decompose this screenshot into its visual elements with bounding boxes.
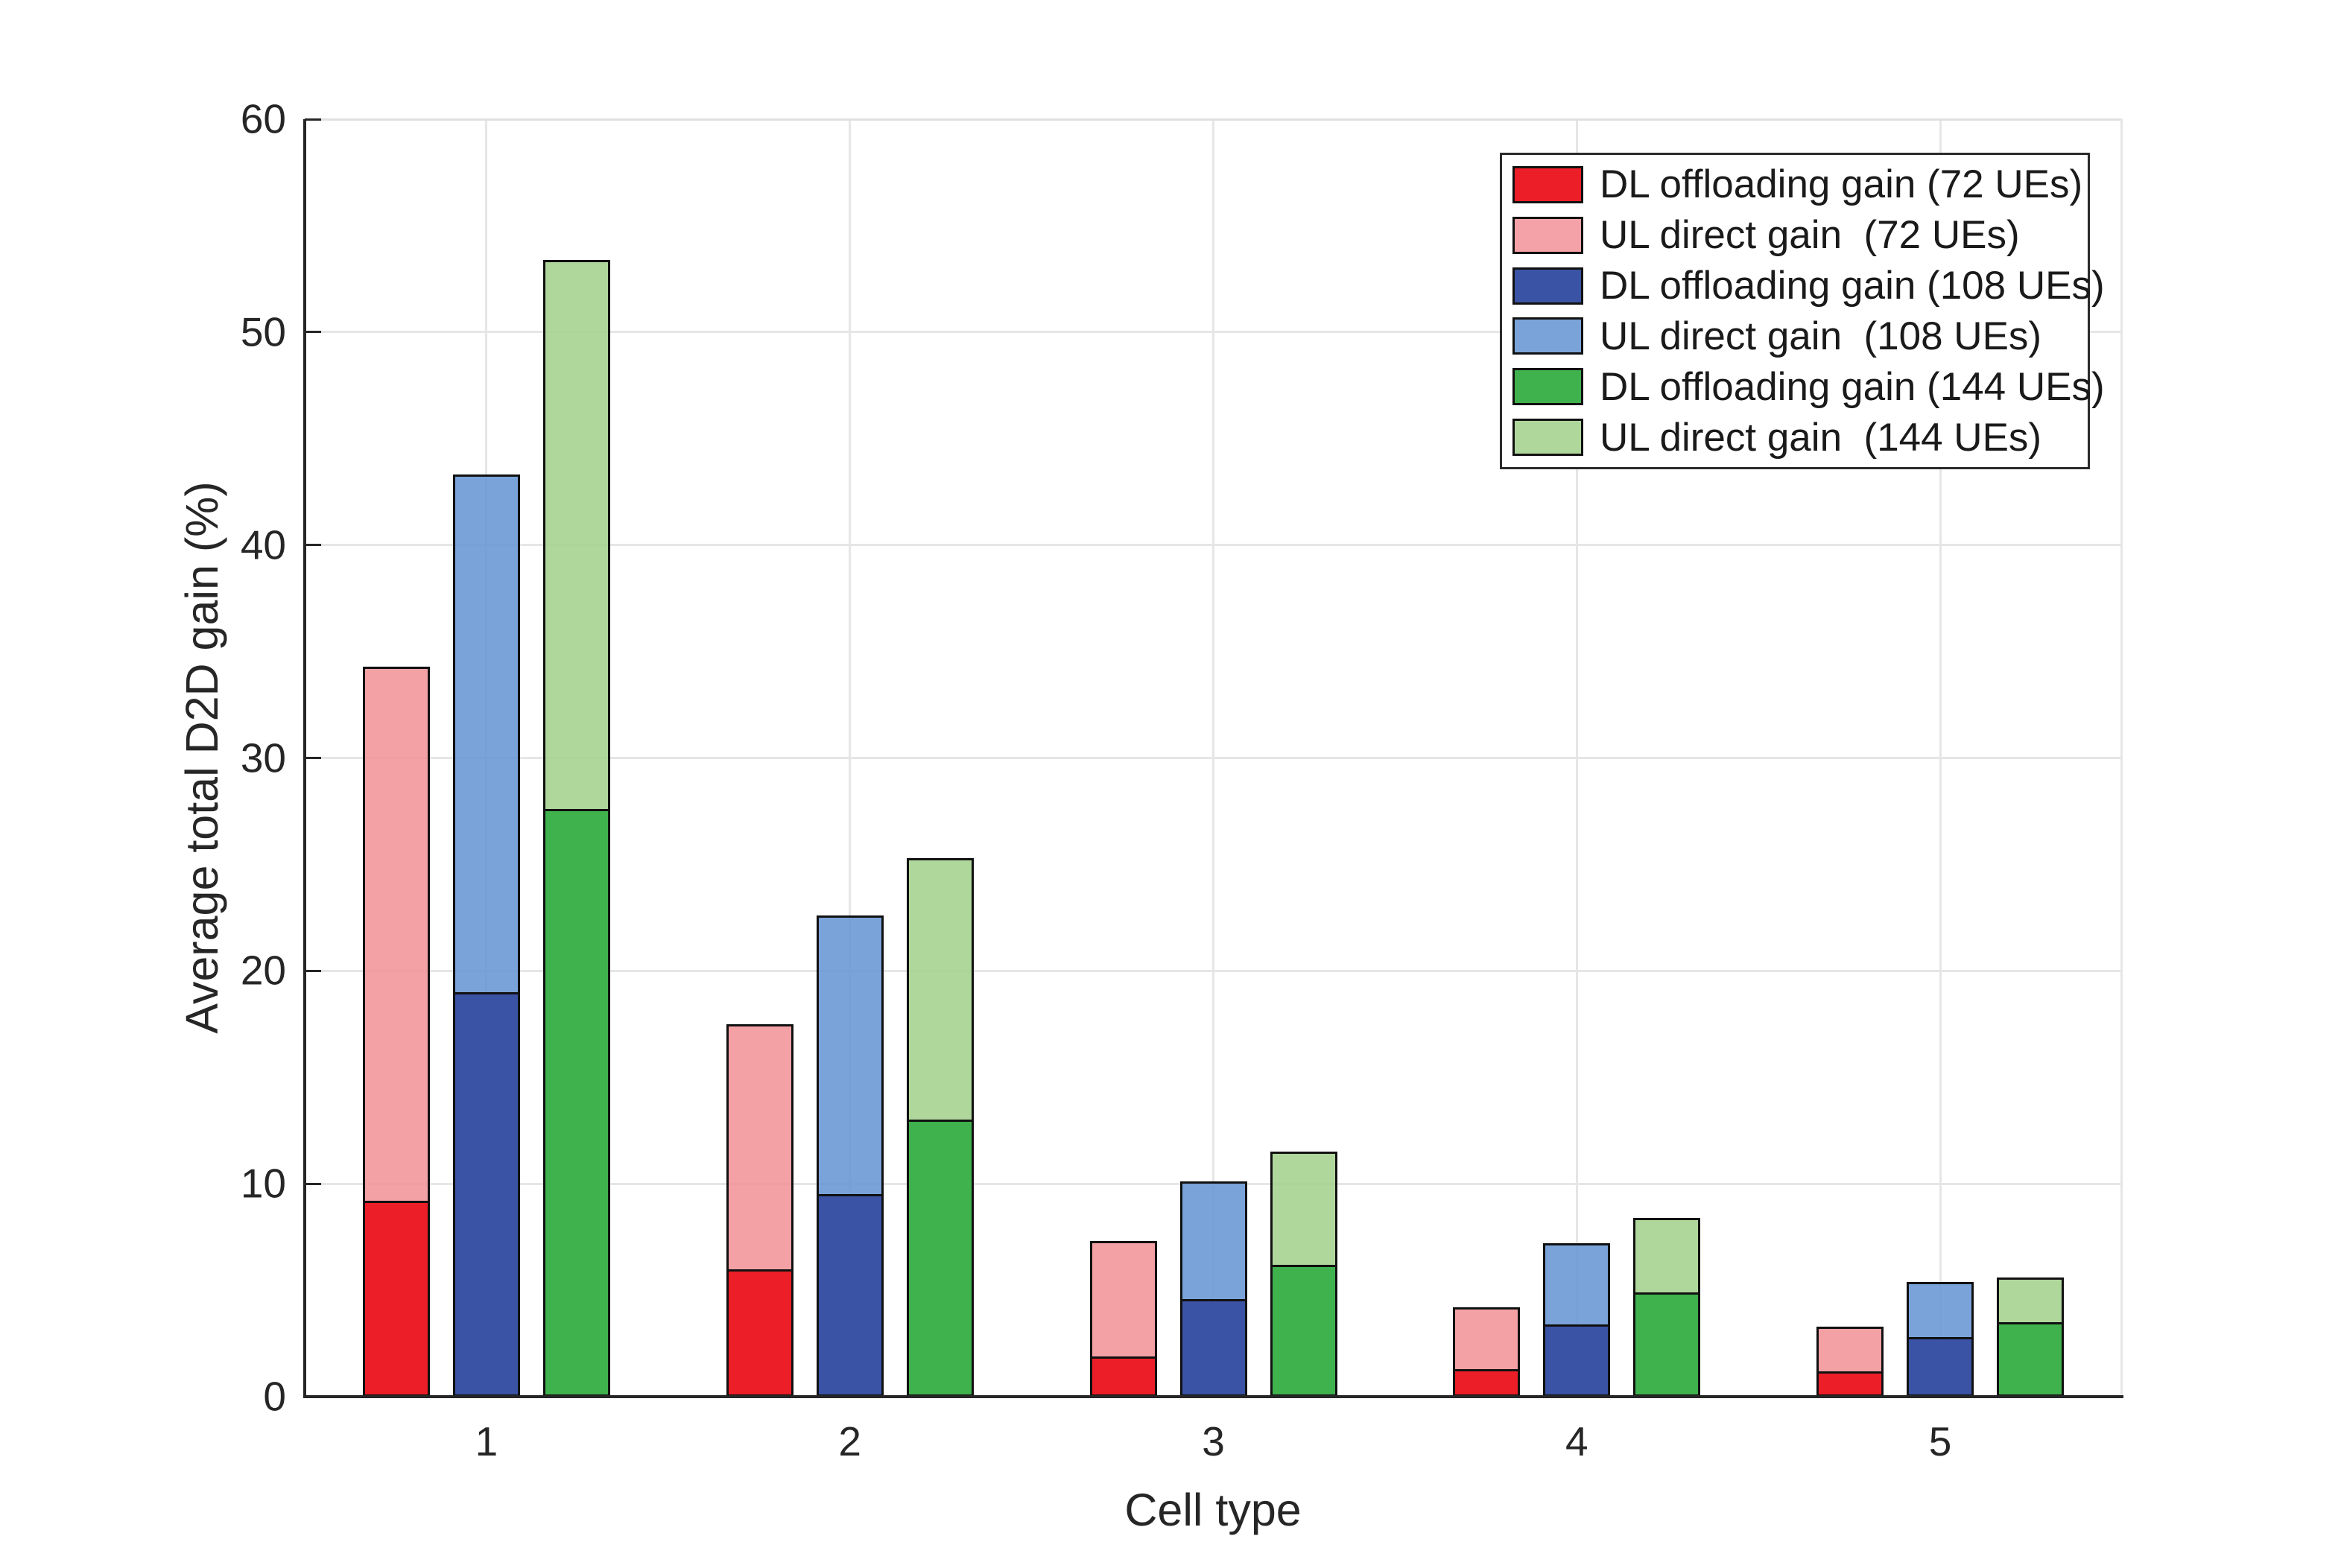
bar-72ue-dl-cell4 [1453, 1368, 1521, 1397]
x-tick-label-5: 5 [1928, 1418, 1952, 1464]
bar-72ue-dl-cell5 [1816, 1371, 1884, 1397]
y-tick-mark [305, 331, 321, 334]
legend-label: DL offloading gain (108 UEs) [1600, 264, 2105, 308]
bar-72ue-ul-cell1 [362, 666, 430, 1202]
bar-144ue-dl-cell4 [1633, 1292, 1701, 1397]
bar-108ue-ul-cell5 [1907, 1281, 1974, 1337]
legend-color-swatch [1512, 267, 1583, 305]
bar-144ue-dl-cell2 [906, 1120, 974, 1397]
bar-72ue-dl-cell2 [726, 1269, 793, 1397]
y-axis-line [303, 119, 306, 1397]
x-tick-label-3: 3 [1202, 1418, 1225, 1464]
bars-layer [305, 119, 2122, 1397]
legend-label: DL offloading gain (144 UEs) [1600, 364, 2105, 409]
legend-row: UL direct gain (144 UEs) [1512, 418, 2088, 457]
bar-108ue-ul-cell3 [1179, 1181, 1247, 1299]
legend-row: DL offloading gain (144 UEs) [1512, 367, 2105, 407]
bar-144ue-dl-cell3 [1270, 1264, 1337, 1397]
legend-label: UL direct gain (144 UEs) [1600, 415, 2042, 460]
v-gridline-5 [1939, 119, 1942, 1397]
x-axis-title: Cell type [1124, 1485, 1302, 1535]
bar-144ue-ul-cell2 [906, 857, 974, 1120]
y-tick-mark [305, 757, 321, 759]
y-tick-label-20: 20 [240, 947, 286, 994]
y-tick-label-50: 50 [240, 308, 286, 355]
v-gridline-4 [1575, 119, 1578, 1397]
y-tick-mark [305, 969, 321, 972]
y-tick-mark [305, 118, 321, 121]
legend-color-swatch [1512, 419, 1583, 457]
legend-label: UL direct gain (108 UEs) [1600, 314, 2042, 358]
legend-color-swatch [1512, 165, 1583, 203]
bar-72ue-ul-cell5 [1816, 1326, 1884, 1371]
legend-row: DL offloading gain (108 UEs) [1512, 266, 2105, 305]
y-tick-label-30: 30 [240, 734, 286, 781]
bar-108ue-dl-cell1 [452, 991, 520, 1397]
bar-72ue-ul-cell4 [1453, 1307, 1521, 1369]
x-tick-label-1: 1 [475, 1418, 498, 1464]
y-tick-label-40: 40 [240, 521, 286, 568]
bar-144ue-dl-cell5 [1997, 1321, 2065, 1397]
legend-color-swatch [1512, 317, 1583, 355]
bar-144ue-ul-cell3 [1270, 1152, 1337, 1265]
x-axis-tick-labels: 1 2 3 4 5 [305, 1421, 2122, 1473]
legend-row: UL direct gain (108 UEs) [1512, 317, 2088, 356]
bar-108ue-ul-cell2 [816, 915, 884, 1195]
legend-label: UL direct gain (72 UEs) [1600, 213, 2020, 258]
legend-label: DL offloading gain (72 UEs) [1600, 162, 2083, 207]
bar-144ue-ul-cell4 [1633, 1217, 1701, 1292]
legend-row: UL direct gain (72 UEs) [1512, 215, 2088, 255]
y-tick-label-60: 60 [240, 95, 286, 142]
bar-72ue-ul-cell3 [1089, 1241, 1157, 1356]
y-axis-title: Average total D2D gain (%) [177, 481, 227, 1034]
v-gridline-2 [849, 119, 852, 1397]
y-tick-mark [305, 1182, 321, 1185]
bar-72ue-dl-cell1 [362, 1201, 430, 1397]
bar-144ue-ul-cell5 [1997, 1277, 2065, 1322]
bar-144ue-ul-cell1 [542, 259, 610, 810]
bar-108ue-dl-cell3 [1179, 1298, 1247, 1397]
legend-color-swatch [1512, 368, 1583, 406]
bar-108ue-dl-cell5 [1907, 1336, 1974, 1397]
tick-mark-layer [305, 118, 2122, 1397]
bar-144ue-dl-cell1 [542, 809, 610, 1397]
y-tick-label-0: 0 [263, 1373, 286, 1420]
x-tick-label-4: 4 [1565, 1418, 1588, 1464]
y-tick-mark [305, 544, 321, 547]
bar-72ue-dl-cell3 [1089, 1356, 1157, 1397]
plot-box-top-edge [305, 118, 2122, 121]
x-tick-label-2: 2 [838, 1418, 861, 1464]
bar-108ue-dl-cell4 [1543, 1324, 1611, 1397]
plot-area [303, 118, 2123, 1398]
bar-108ue-ul-cell1 [452, 474, 520, 992]
plot-box-right-edge [2120, 119, 2123, 1397]
bar-108ue-dl-cell2 [816, 1194, 884, 1397]
bar-108ue-ul-cell4 [1543, 1243, 1611, 1324]
legend-color-swatch [1512, 216, 1583, 254]
y-axis-tick-labels: 0 10 20 30 40 50 60 [167, 98, 286, 1417]
bar-72ue-ul-cell2 [726, 1023, 793, 1269]
y-tick-label-10: 10 [240, 1160, 286, 1207]
v-gridline-3 [1212, 119, 1214, 1397]
legend-row: DL offloading gain (72 UEs) [1512, 165, 2088, 204]
x-axis-line [303, 1395, 2123, 1398]
legend: DL offloading gain (72 UEs) UL direct gai… [1500, 153, 2105, 469]
